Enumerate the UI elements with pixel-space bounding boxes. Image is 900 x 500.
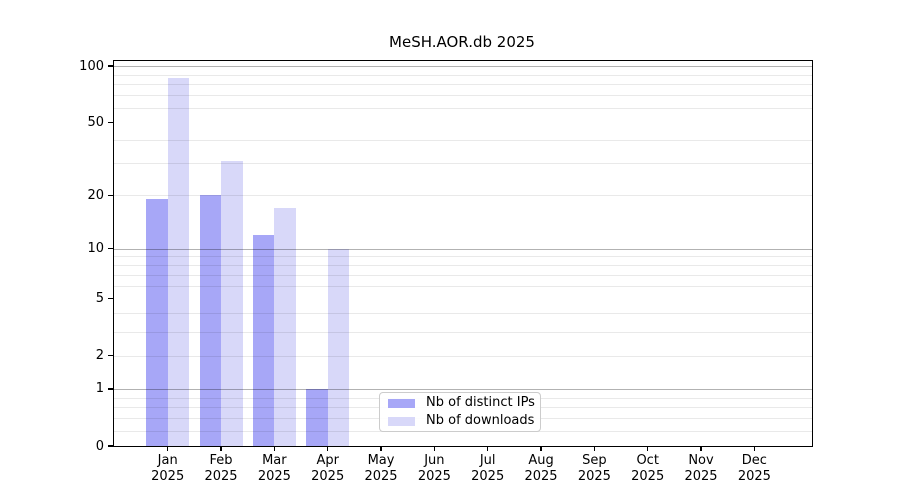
gridline-minor xyxy=(114,265,812,267)
gridline-minor xyxy=(114,285,812,287)
x-tick-mark xyxy=(487,446,489,451)
y-tick-mark xyxy=(108,194,114,196)
y-tick-label: 10 xyxy=(87,241,104,257)
x-tick-mark xyxy=(220,446,222,451)
bar-distinct-ips-mar xyxy=(252,234,275,446)
x-tick-mark xyxy=(433,446,435,451)
bar-downloads-jan xyxy=(167,78,190,446)
gridline-minor xyxy=(114,313,812,315)
x-tick-label-jun: Jun 2025 xyxy=(417,453,451,484)
legend-entry-distinct-ips: Nb of distinct IPs xyxy=(380,396,540,410)
gridline-minor xyxy=(114,274,812,276)
gridline-minor xyxy=(114,256,812,258)
gridline-minor xyxy=(114,163,812,165)
gridline-minor xyxy=(114,107,812,109)
y-tick-label: 2 xyxy=(95,348,104,364)
bar-downloads-feb xyxy=(221,160,243,446)
y-tick-mark xyxy=(108,247,114,250)
y-tick-label: 20 xyxy=(87,187,104,203)
bar-distinct-ips-apr xyxy=(306,388,328,446)
x-tick-mark xyxy=(380,446,382,451)
chart-title: MeSH.AOR.db 2025 xyxy=(389,33,535,51)
y-tick-mark xyxy=(108,388,114,390)
x-tick-mark xyxy=(753,446,755,451)
legend-swatch-downloads xyxy=(388,416,415,426)
bar-downloads-apr xyxy=(327,248,350,446)
gridline-minor xyxy=(114,355,812,357)
x-tick-mark xyxy=(167,446,169,451)
legend-label-distinct-ips: Nb of distinct IPs xyxy=(426,395,535,410)
gridline-minor xyxy=(114,74,812,76)
y-tick-label: 1 xyxy=(95,381,104,397)
x-tick-label-apr: Apr 2025 xyxy=(311,453,345,484)
legend-label-downloads: Nb of downloads xyxy=(426,413,535,428)
x-tick-label-jan: Jan 2025 xyxy=(151,453,185,484)
gridline-minor xyxy=(114,331,812,333)
x-tick-mark xyxy=(540,446,542,451)
gridline-major xyxy=(114,66,812,67)
y-tick-label: 0 xyxy=(95,438,104,454)
x-tick-label-mar: Mar 2025 xyxy=(257,453,291,484)
y-tick-mark xyxy=(108,354,114,357)
gridline-minor xyxy=(114,140,812,142)
x-tick-label-oct: Oct 2025 xyxy=(631,453,665,484)
plot-area: 0 1 2 5 10 20 50 100 Jan 2025 Feb 2025 Mar 2025 Apr… xyxy=(79,60,813,484)
x-tick-label-aug: Aug 2025 xyxy=(524,453,558,484)
legend-entry-downloads: Nb of downloads xyxy=(380,414,540,428)
y-tick-label: 100 xyxy=(79,58,104,74)
gridline-minor xyxy=(114,195,812,197)
legend-swatch-distinct-ips xyxy=(388,398,415,408)
x-tick-label-jul: Jul 2025 xyxy=(471,453,505,484)
x-tick-label-may: May 2025 xyxy=(364,453,398,484)
gridline-major xyxy=(114,248,812,250)
x-tick-mark xyxy=(647,446,649,451)
bar-downloads-mar xyxy=(274,208,296,446)
x-tick-label-sep: Sep 2025 xyxy=(577,453,611,484)
y-tick-label: 5 xyxy=(95,290,104,306)
bar-distinct-ips-feb xyxy=(199,195,222,446)
x-tick-mark xyxy=(593,446,595,451)
x-tick-mark xyxy=(273,446,275,451)
bar-distinct-ips-jan xyxy=(146,199,168,446)
y-tick-mark xyxy=(108,297,114,300)
gridline-minor xyxy=(114,95,812,97)
x-tick-mark xyxy=(327,446,329,451)
gridline-minor xyxy=(114,84,812,86)
y-tick-mark xyxy=(108,445,114,447)
gridline-major xyxy=(114,388,812,390)
x-tick-label-nov: Nov 2025 xyxy=(684,453,718,484)
legend: Nb of distinct IPs Nb of downloads xyxy=(379,392,541,432)
y-tick-mark xyxy=(108,65,114,67)
x-tick-label-feb: Feb 2025 xyxy=(204,453,238,484)
y-tick-mark xyxy=(108,121,114,123)
y-tick-label: 50 xyxy=(87,114,104,130)
x-tick-label-dec: Dec 2025 xyxy=(737,453,771,484)
x-tick-mark xyxy=(700,446,702,451)
